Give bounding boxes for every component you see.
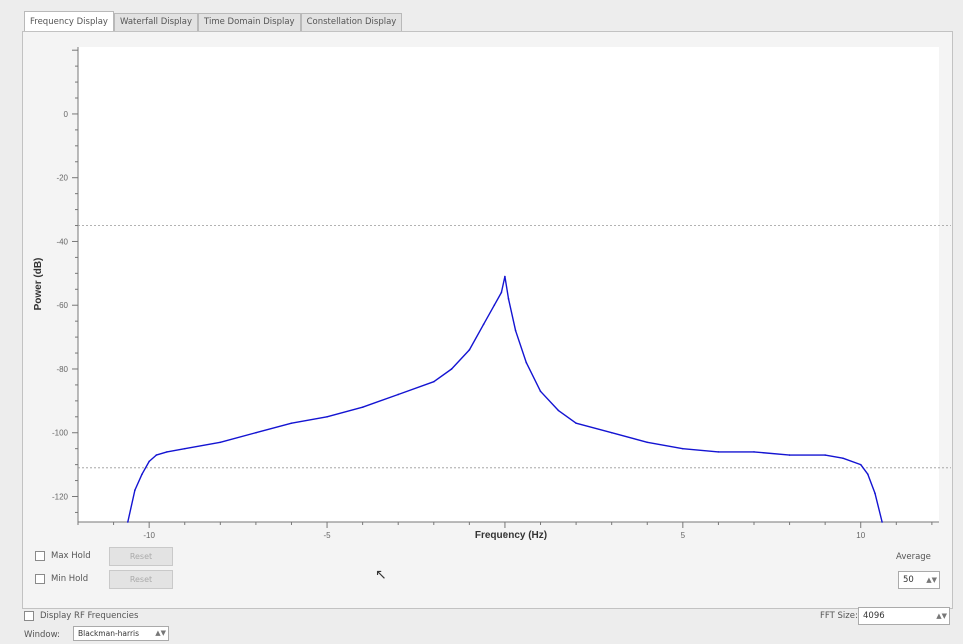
x-tick-label: 0 (503, 531, 508, 540)
tab-frequency-display[interactable]: Frequency Display (24, 11, 114, 34)
x-tick-label: 10 (856, 531, 865, 540)
spectrum-point (155, 454, 158, 456)
spectrum-point (290, 422, 293, 424)
window-label: Window: (24, 630, 60, 640)
spectrum-point (183, 447, 186, 450)
spectrum-point (557, 409, 560, 412)
combo-arrows-icon: ▲▼ (936, 612, 947, 620)
y-tick-label: -60 (56, 301, 68, 310)
x-tick-label: -5 (323, 531, 331, 540)
y-tick-label: -80 (56, 365, 68, 374)
mouse-pointer-icon: ↖ (375, 567, 387, 583)
average-spinbox[interactable]: 50 ▲▼ (898, 571, 940, 589)
spectrum-point (859, 463, 862, 466)
spectrum-point (575, 422, 577, 424)
spectrum-point (482, 323, 485, 326)
average-value: 50 (903, 575, 914, 585)
spectrum-point (255, 431, 257, 434)
x-tick-label: 5 (681, 531, 686, 540)
spectrum-point (326, 415, 328, 418)
fft-size-label: FFT Size: (820, 611, 858, 621)
spectrum-point (134, 489, 136, 491)
spectrum-point (824, 454, 826, 456)
min-hold-reset-button[interactable]: Reset (109, 570, 173, 589)
spectrum-point (682, 447, 684, 450)
x-axis-label: Frequency (Hz) (475, 530, 547, 541)
spectrum-point (141, 473, 143, 475)
window-value: Blackman-harris (78, 629, 140, 638)
display-rf-checkbox[interactable] (24, 611, 34, 621)
spectrum-point (507, 298, 510, 300)
spectrum-point (867, 473, 869, 475)
tab-constellation-display[interactable]: Constellation Display (300, 13, 403, 32)
spectrum-point (166, 451, 168, 453)
axes: -10 -5 0 5 10 0 -20 -40 -60 -80 -100 -120 (52, 47, 939, 540)
y-tick-label: -100 (52, 429, 69, 438)
x-tick-label: -10 (143, 531, 155, 540)
spectrum-point (610, 431, 613, 434)
y-tick-label: -120 (52, 492, 69, 501)
average-label: Average (896, 552, 931, 562)
display-rf-control[interactable]: Display RF Frequencies (24, 611, 138, 621)
spectrum-point (874, 492, 876, 495)
spectrum-point (717, 451, 720, 453)
y-axis-label: Power (dB) (33, 258, 44, 311)
spectrum-point (881, 521, 883, 523)
min-hold-control[interactable]: Min Hold (35, 574, 88, 584)
max-hold-checkbox[interactable] (35, 551, 45, 561)
spectrum-point (504, 275, 506, 278)
spectrum-point (842, 457, 844, 460)
max-hold-control[interactable]: Max Hold (35, 551, 91, 561)
spectrum-point (753, 451, 755, 453)
spectrum-point (539, 390, 542, 393)
y-tick-label: 0 (64, 110, 69, 119)
window-arrows-icon: ▲▼ (155, 629, 166, 637)
spectrum-point (514, 329, 517, 332)
spectrum-point (500, 291, 503, 294)
display-rf-label: Display RF Frequencies (40, 611, 139, 621)
min-hold-label: Min Hold (51, 574, 89, 584)
frequency-plot[interactable]: Power (dB) Frequency (Hz) -10 -5 0 5 100-20-… (23, 32, 952, 608)
spectrum-point (127, 521, 129, 523)
spectrum-point (646, 441, 649, 444)
tab-waterfall-display[interactable]: Waterfall Display (113, 13, 199, 32)
spectrum-point (450, 368, 453, 370)
fft-size-value: 4096 (863, 611, 885, 621)
fft-size-combobox[interactable]: 4096 ▲▼ (858, 607, 950, 625)
spectrum-point (525, 361, 528, 364)
spectrum-trace (127, 275, 883, 523)
spectrum-point (788, 454, 791, 456)
spectrum-point (148, 460, 150, 463)
spectrum-point (432, 380, 435, 383)
min-hold-checkbox[interactable] (35, 574, 45, 584)
y-tick-label: -20 (56, 174, 68, 183)
spectrum-point (219, 441, 222, 444)
chart-marks (78, 225, 951, 523)
plot-area (78, 47, 939, 522)
spectrum-point (361, 406, 364, 409)
spectrum-point (397, 393, 400, 396)
spectrum-point (493, 304, 496, 307)
max-hold-label: Max Hold (51, 551, 91, 561)
spin-arrows-icon[interactable]: ▲▼ (926, 576, 937, 584)
max-hold-reset-button[interactable]: Reset (109, 547, 173, 566)
tab-bar: Frequency Display Waterfall Display Time… (24, 11, 403, 34)
window-combobox[interactable]: Blackman-harris ▲▼ (73, 626, 169, 641)
spectrum-point (468, 349, 471, 351)
frequency-display-panel: Power (dB) Frequency (Hz) -10 -5 0 5 10 0 -20-… (22, 31, 953, 609)
tab-time-domain-display[interactable]: Time Domain Display (198, 13, 301, 32)
y-tick-label: -40 (56, 237, 68, 246)
